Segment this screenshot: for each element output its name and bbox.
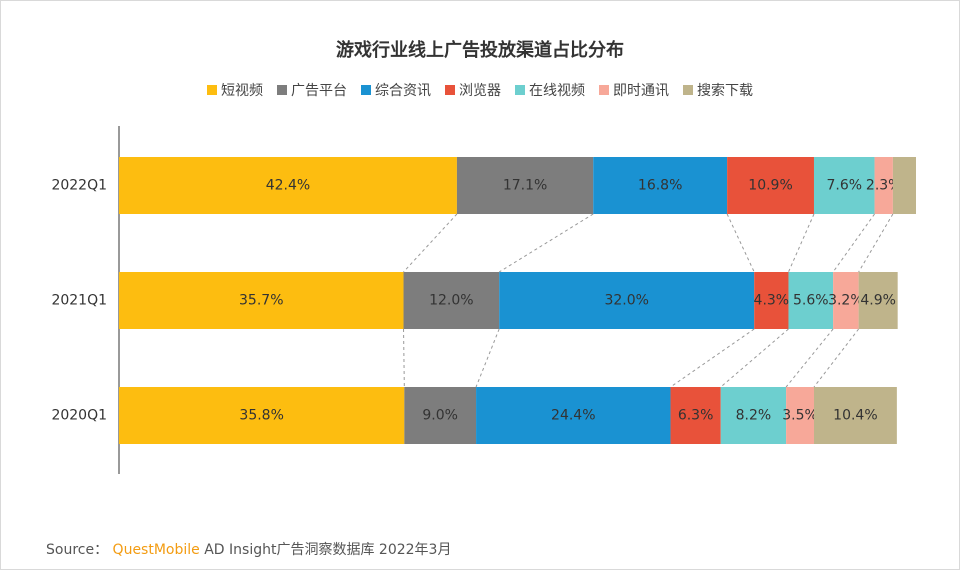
bar-segment	[456, 157, 594, 214]
bar-segment	[119, 272, 404, 329]
connector	[813, 328, 860, 388]
bar-segment	[788, 272, 834, 329]
legend-label: 即时通讯	[613, 83, 669, 99]
legend-item: 在线视频	[515, 80, 585, 100]
connector	[403, 213, 458, 273]
legend-item: 综合资讯	[361, 80, 431, 100]
legend-item: 广告平台	[277, 80, 347, 100]
legend-item: 短视频	[207, 80, 263, 100]
value-label: 5.6%	[793, 293, 829, 309]
y-tick-label: 2020Q1	[51, 408, 107, 424]
value-label: 6.3%	[678, 408, 714, 424]
bar-segment	[727, 157, 814, 214]
connector	[720, 328, 789, 388]
source-brand: QuestMobile	[112, 542, 200, 558]
bar-segment	[670, 387, 721, 444]
legend-label: 综合资讯	[375, 83, 431, 99]
bar-segment	[786, 387, 814, 444]
value-label: 42.4%	[266, 178, 310, 194]
legend-swatch	[515, 85, 525, 95]
legend-label: 浏览器	[459, 83, 501, 99]
connector	[785, 328, 834, 388]
bar-segment	[119, 157, 457, 214]
connector	[475, 328, 500, 388]
value-label: 3.5%	[782, 408, 818, 424]
value-label: 7.6%	[826, 178, 862, 194]
bar-segment	[593, 157, 728, 214]
value-label: 35.7%	[239, 293, 283, 309]
chart-title: 游戏行业线上广告投放渠道占比分布	[336, 39, 624, 61]
bar-segment	[858, 272, 898, 329]
legend-item: 搜索下载	[683, 80, 753, 100]
bar-segment	[476, 387, 671, 444]
source-label: Source：	[46, 542, 109, 558]
value-label: 8.2%	[736, 408, 772, 424]
connector	[498, 213, 594, 273]
value-label: 12.0%	[429, 293, 473, 309]
value-label: 10.9%	[748, 178, 792, 194]
legend-label: 广告平台	[291, 83, 347, 99]
connector	[726, 213, 755, 273]
bar-segment	[833, 272, 859, 329]
value-label: 17.1%	[503, 178, 547, 194]
value-label: 9.0%	[422, 408, 458, 424]
legend-label: 在线视频	[529, 83, 585, 99]
y-tick-label: 2021Q1	[51, 293, 107, 309]
bar-segment	[813, 157, 875, 214]
legend-swatch	[361, 85, 371, 95]
value-label: 4.9%	[860, 293, 896, 309]
bar-segment	[499, 272, 755, 329]
value-label: 24.4%	[551, 408, 595, 424]
value-label: 32.0%	[604, 293, 648, 309]
connector	[858, 213, 894, 273]
bar-segment	[892, 157, 916, 214]
connector	[403, 328, 405, 388]
legend-swatch	[599, 85, 609, 95]
legend: 短视频 广告平台 综合资讯 浏览器 在线视频 即时通讯 搜索下载	[1, 80, 959, 100]
source-text: AD Insight广告洞察数据库 2022年3月	[204, 542, 452, 558]
value-label: 2.3%	[866, 178, 902, 194]
legend-item: 浏览器	[445, 80, 501, 100]
bar-segment	[754, 272, 789, 329]
legend-swatch	[207, 85, 217, 95]
legend-label: 短视频	[221, 83, 263, 99]
value-label: 35.8%	[239, 408, 283, 424]
value-label: 10.4%	[833, 408, 877, 424]
legend-swatch	[277, 85, 287, 95]
source: Source： QuestMobile AD Insight广告洞察数据库 20…	[46, 539, 451, 559]
legend-label: 搜索下载	[697, 83, 753, 99]
y-tick-label: 2022Q1	[51, 178, 107, 194]
bar-segment	[404, 387, 477, 444]
legend-swatch	[683, 85, 693, 95]
connector	[670, 328, 755, 388]
legend-item: 即时通讯	[599, 80, 669, 100]
value-label: 3.2%	[828, 293, 864, 309]
value-label: 4.3%	[754, 293, 790, 309]
connector	[832, 213, 875, 273]
bar-segment	[874, 157, 893, 214]
legend-swatch	[445, 85, 455, 95]
bar-segment	[119, 387, 405, 444]
connector	[788, 213, 815, 273]
bar-segment	[720, 387, 787, 444]
bar-segment	[403, 272, 500, 329]
bar-segment	[813, 387, 897, 444]
value-label: 16.8%	[638, 178, 682, 194]
